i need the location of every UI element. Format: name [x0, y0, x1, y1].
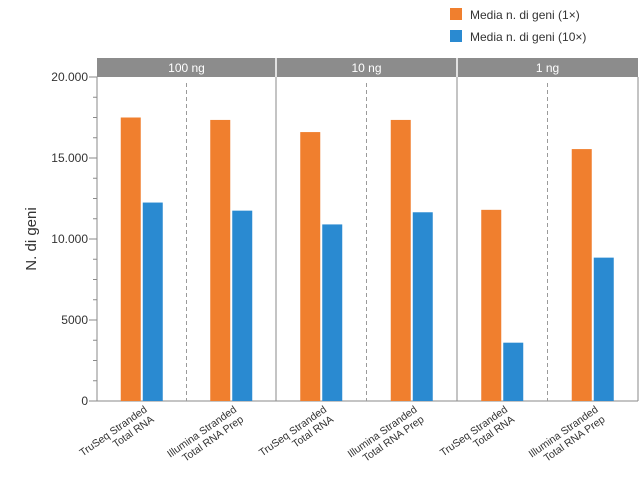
bar-1x	[571, 149, 592, 401]
bar-10x	[593, 257, 614, 401]
y-tick-label: 0	[81, 394, 88, 408]
panel-label: 1 ng	[536, 61, 559, 75]
category-label: TruSeq StrandedTotal RNA	[257, 404, 336, 469]
bar-10x	[142, 202, 163, 401]
bar-10x	[412, 212, 433, 401]
y-tick-label: 5000	[61, 313, 88, 327]
bar-1x	[481, 209, 502, 401]
bar-10x	[503, 342, 524, 401]
legend-label: Media n. di geni (10×)	[470, 30, 586, 44]
bar-1x	[120, 117, 141, 401]
bar-1x	[210, 119, 231, 402]
category-label: Illumina StrandedTotal RNA Prep	[165, 404, 246, 471]
legend-swatch	[450, 8, 462, 20]
panel-header-strip	[97, 58, 638, 77]
category-label: TruSeq StrandedTotal RNA	[77, 404, 156, 469]
category-label: Illumina StrandedTotal RNA Prep	[527, 404, 608, 471]
category-label: TruSeq StrandedTotal RNA	[438, 404, 517, 469]
y-tick-label: 15.000	[51, 151, 88, 165]
y-tick-label: 20.000	[51, 70, 88, 84]
panel-label: 100 ng	[168, 61, 205, 75]
legend-swatch	[450, 30, 462, 42]
legend-label: Media n. di geni (1×)	[470, 8, 580, 22]
y-axis-title: N. di geni	[23, 207, 40, 270]
bar-10x	[232, 210, 253, 401]
category-label: Illumina StrandedTotal RNA Prep	[346, 404, 427, 471]
y-tick-label: 10.000	[51, 232, 88, 246]
panel-label: 10 ng	[351, 61, 381, 75]
bar-10x	[322, 224, 343, 401]
bar-1x	[300, 132, 321, 401]
bar-1x	[390, 119, 411, 402]
